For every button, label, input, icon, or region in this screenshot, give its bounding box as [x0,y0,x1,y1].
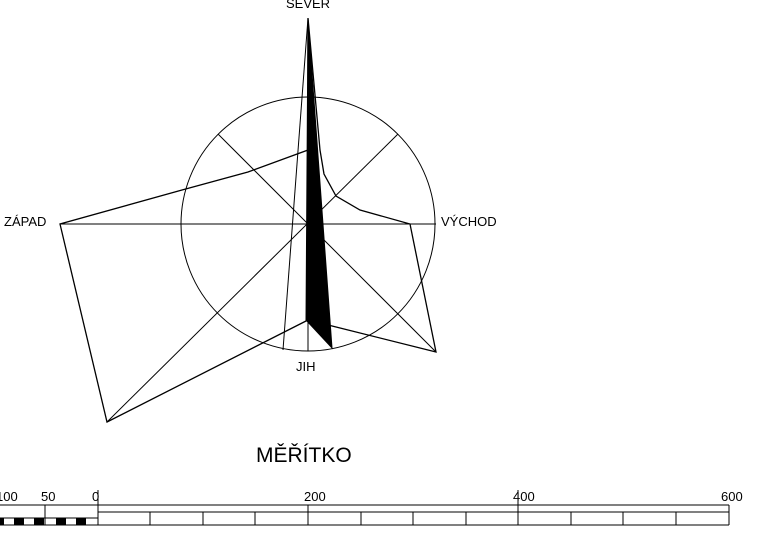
scale-bar [0,490,730,526]
diagonal-ne-sw [106,133,399,423]
wind-rose-polygon [59,17,437,423]
scale-tick-label: 200 [304,489,326,504]
scale-tick-label: 600 [721,489,743,504]
scale-title: MĚŘÍTKO [256,444,352,467]
east-label: VÝCHOD [441,214,497,229]
scale-tick-label: 0 [92,489,100,504]
south-label: JIH [296,359,316,374]
north-label: SEVER [286,0,331,11]
north-arrow-needle [305,17,333,350]
scale-tick-label: 50 [41,489,56,504]
west-label: ZÁPAD [4,214,47,229]
scale-tick-label: 100 [0,489,18,504]
scale-tick-label: 400 [513,489,535,504]
scale-bar-fine-blocks [0,518,86,525]
thin-needle-left [282,17,309,351]
